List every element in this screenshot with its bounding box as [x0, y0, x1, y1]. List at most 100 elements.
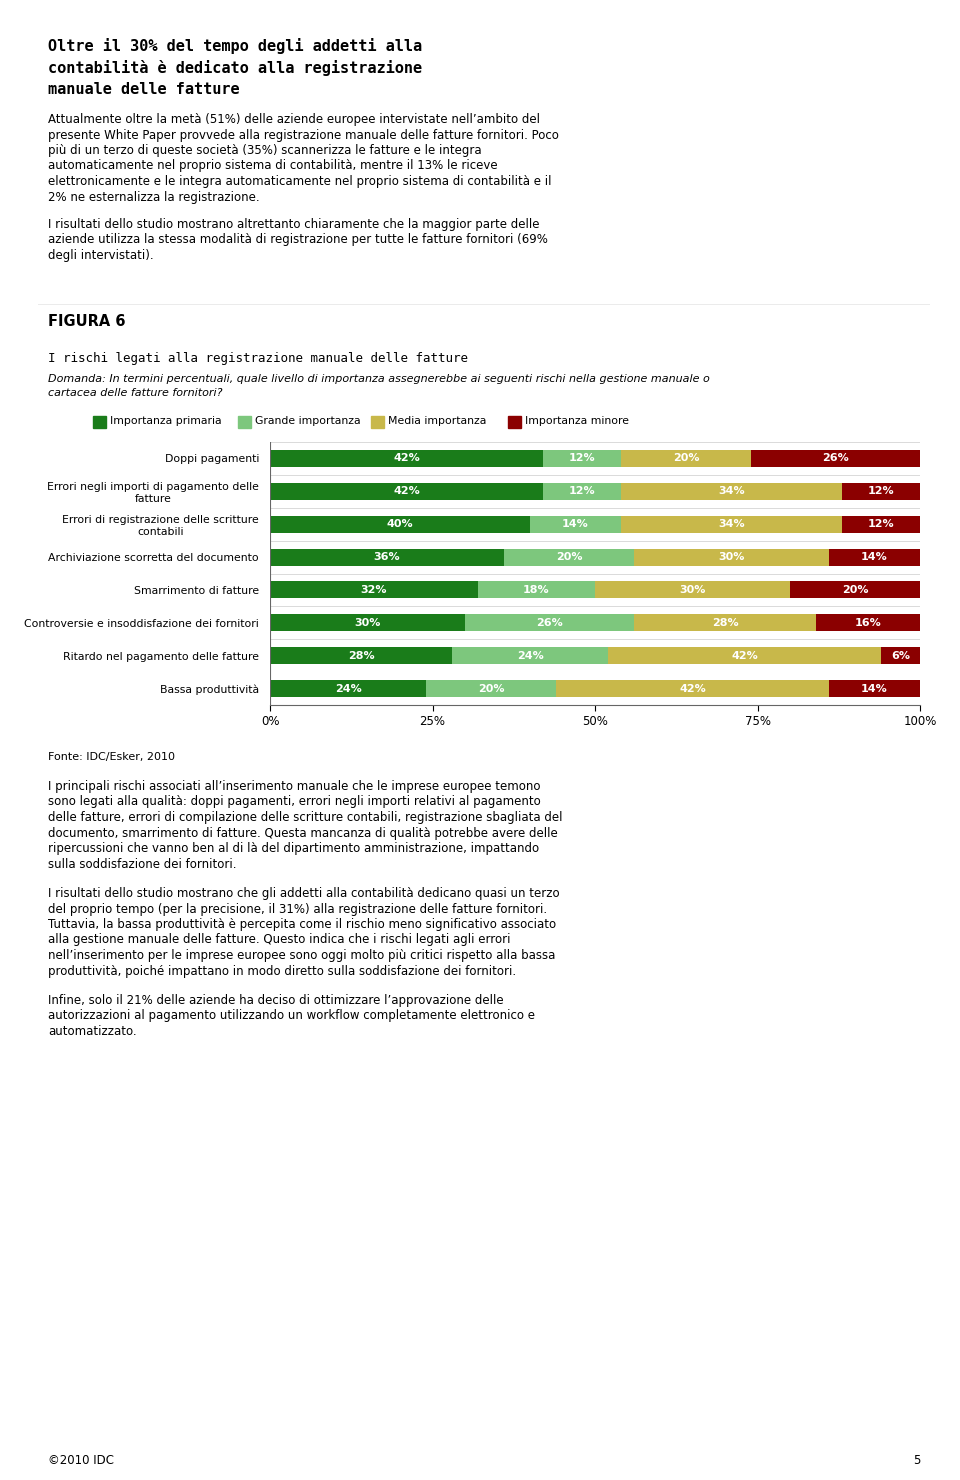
- Text: delle fatture, errori di compilazione delle scritture contabili, registrazione s: delle fatture, errori di compilazione de…: [48, 811, 563, 824]
- Bar: [426, 679, 556, 697]
- Text: produttività, poiché impattano in modo diretto sulla soddisfazione dei fornitori: produttività, poiché impattano in modo d…: [48, 965, 516, 977]
- Bar: [452, 647, 608, 665]
- Bar: [270, 614, 465, 632]
- Bar: [751, 450, 920, 468]
- Bar: [829, 679, 920, 697]
- Text: 6%: 6%: [891, 651, 910, 660]
- Text: 42%: 42%: [394, 487, 420, 496]
- Text: 30%: 30%: [718, 552, 745, 562]
- Text: documento, smarrimento di fatture. Questa mancanza di qualità potrebbe avere del: documento, smarrimento di fatture. Quest…: [48, 826, 558, 839]
- Text: contabilità è dedicato alla registrazione: contabilità è dedicato alla registrazion…: [48, 61, 422, 75]
- Text: alla gestione manuale delle fatture. Questo indica che i rischi legati agli erro: alla gestione manuale delle fatture. Que…: [48, 934, 511, 947]
- Text: 14%: 14%: [563, 519, 588, 530]
- Text: 42%: 42%: [732, 651, 757, 660]
- Text: 5: 5: [913, 1455, 920, 1468]
- Text: 14%: 14%: [861, 684, 888, 694]
- Bar: [543, 450, 621, 468]
- Text: sono legati alla qualità: doppi pagamenti, errori negli importi relativi al paga: sono legati alla qualità: doppi pagament…: [48, 796, 540, 808]
- Bar: [842, 515, 920, 533]
- Bar: [595, 582, 790, 598]
- Bar: [270, 549, 504, 565]
- Bar: [270, 679, 426, 697]
- Bar: [634, 614, 816, 632]
- Bar: [842, 482, 920, 500]
- Text: 26%: 26%: [822, 453, 849, 463]
- Text: Tuttavia, la bassa produttività è percepita come il rischio meno significativo a: Tuttavia, la bassa produttività è percep…: [48, 918, 556, 931]
- Text: ©2010 IDC: ©2010 IDC: [48, 1455, 114, 1468]
- Text: sulla soddisfazione dei fornitori.: sulla soddisfazione dei fornitori.: [48, 857, 236, 870]
- Bar: [790, 582, 920, 598]
- Text: autorizzazioni al pagamento utilizzando un workflow completamente elettronico e: autorizzazioni al pagamento utilizzando …: [48, 1009, 535, 1023]
- Text: più di un terzo di queste società (35%) scannerizza le fatture e le integra: più di un terzo di queste società (35%) …: [48, 144, 482, 157]
- Text: 18%: 18%: [523, 585, 550, 595]
- Text: 12%: 12%: [868, 519, 895, 530]
- Text: manuale delle fatture: manuale delle fatture: [48, 81, 240, 98]
- Bar: [621, 450, 751, 468]
- Bar: [270, 582, 478, 598]
- Text: 36%: 36%: [373, 552, 400, 562]
- Text: Infine, solo il 21% delle aziende ha deciso di ottimizzare l’approvazione delle: Infine, solo il 21% delle aziende ha dec…: [48, 995, 504, 1006]
- Text: I principali rischi associati all’inserimento manuale che le imprese europee tem: I principali rischi associati all’inseri…: [48, 780, 540, 793]
- Bar: [543, 482, 621, 500]
- Text: Importanza primaria: Importanza primaria: [110, 416, 222, 426]
- Text: 20%: 20%: [842, 585, 868, 595]
- Text: 30%: 30%: [354, 617, 381, 628]
- Bar: [634, 549, 829, 565]
- Text: 12%: 12%: [568, 487, 595, 496]
- Text: FIGURA 6: FIGURA 6: [48, 314, 126, 329]
- Bar: [93, 416, 106, 428]
- Text: del proprio tempo (per la precisione, il 31%) alla registrazione delle fatture f: del proprio tempo (per la precisione, il…: [48, 903, 547, 916]
- Text: 26%: 26%: [536, 617, 563, 628]
- Bar: [608, 647, 881, 665]
- Bar: [508, 416, 521, 428]
- Text: degli intervistati).: degli intervistati).: [48, 249, 154, 262]
- Text: 28%: 28%: [711, 617, 738, 628]
- Bar: [504, 549, 634, 565]
- Text: 34%: 34%: [718, 519, 745, 530]
- Bar: [621, 515, 842, 533]
- Text: ripercussioni che vanno ben al di là del dipartimento amministrazione, impattand: ripercussioni che vanno ben al di là del…: [48, 842, 540, 855]
- Text: 28%: 28%: [348, 651, 374, 660]
- Text: 12%: 12%: [568, 453, 595, 463]
- Text: Importanza minore: Importanza minore: [525, 416, 629, 426]
- Bar: [881, 647, 920, 665]
- Text: 34%: 34%: [718, 487, 745, 496]
- Text: 20%: 20%: [478, 684, 504, 694]
- Bar: [371, 416, 384, 428]
- Text: automaticamente nel proprio sistema di contabilità, mentre il 13% le riceve: automaticamente nel proprio sistema di c…: [48, 160, 497, 173]
- Text: Domanda: In termini percentuali, quale livello di importanza assegnerebbe ai seg: Domanda: In termini percentuali, quale l…: [48, 374, 709, 383]
- Text: Fonte: IDC/Esker, 2010: Fonte: IDC/Esker, 2010: [48, 752, 175, 762]
- Bar: [270, 450, 543, 468]
- Text: elettronicamente e le integra automaticamente nel proprio sistema di contabilità: elettronicamente e le integra automatica…: [48, 175, 551, 188]
- Bar: [270, 647, 452, 665]
- Text: Attualmente oltre la metà (51%) delle aziende europee intervistate nell’ambito d: Attualmente oltre la metà (51%) delle az…: [48, 112, 540, 126]
- Text: I risultati dello studio mostrano altrettanto chiaramente che la maggior parte d: I risultati dello studio mostrano altret…: [48, 218, 540, 231]
- Text: aziende utilizza la stessa modalità di registrazione per tutte le fatture fornit: aziende utilizza la stessa modalità di r…: [48, 234, 548, 247]
- Bar: [270, 482, 543, 500]
- Text: 2% ne esternalizza la registrazione.: 2% ne esternalizza la registrazione.: [48, 191, 259, 203]
- Text: 14%: 14%: [861, 552, 888, 562]
- Text: Grande importanza: Grande importanza: [255, 416, 361, 426]
- Bar: [829, 549, 920, 565]
- Bar: [816, 614, 920, 632]
- Text: cartacea delle fatture fornitori?: cartacea delle fatture fornitori?: [48, 388, 223, 398]
- Bar: [270, 515, 530, 533]
- Text: 24%: 24%: [516, 651, 543, 660]
- Bar: [621, 482, 842, 500]
- Text: presente White Paper provvede alla registrazione manuale delle fatture fornitori: presente White Paper provvede alla regis…: [48, 129, 559, 142]
- Text: automatizzato.: automatizzato.: [48, 1026, 136, 1037]
- Text: Media importanza: Media importanza: [388, 416, 487, 426]
- Text: nell’inserimento per le imprese europee sono oggi molto più critici rispetto all: nell’inserimento per le imprese europee …: [48, 949, 556, 962]
- Bar: [478, 582, 595, 598]
- Text: 42%: 42%: [394, 453, 420, 463]
- Bar: [465, 614, 634, 632]
- Text: 30%: 30%: [680, 585, 706, 595]
- Text: Oltre il 30% del tempo degli addetti alla: Oltre il 30% del tempo degli addetti all…: [48, 38, 422, 53]
- Text: 24%: 24%: [335, 684, 361, 694]
- Text: 20%: 20%: [556, 552, 583, 562]
- Text: I rischi legati alla registrazione manuale delle fatture: I rischi legati alla registrazione manua…: [48, 352, 468, 366]
- Bar: [530, 515, 621, 533]
- Bar: [238, 416, 251, 428]
- Text: 12%: 12%: [868, 487, 895, 496]
- Text: 32%: 32%: [361, 585, 387, 595]
